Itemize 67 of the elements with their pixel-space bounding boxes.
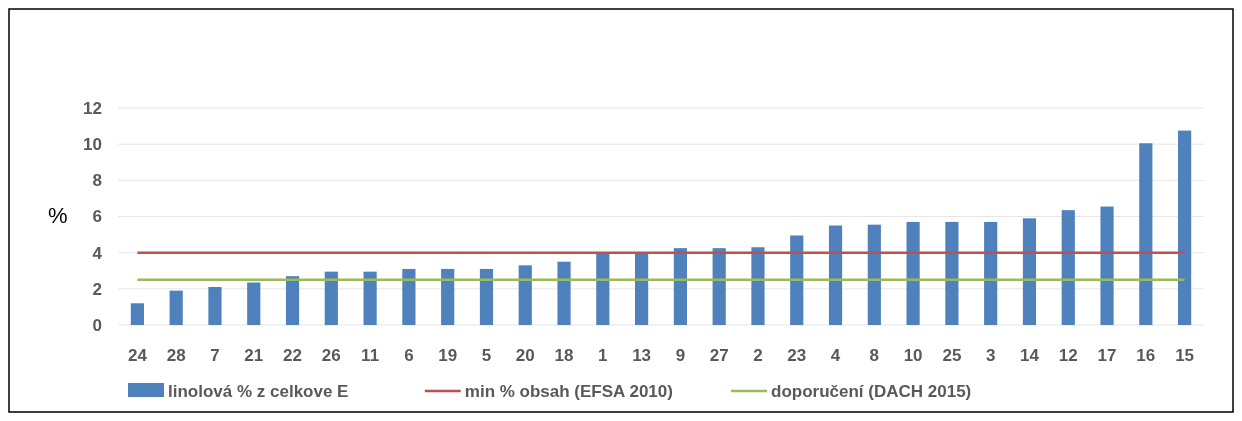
- x-tick-label: 6: [404, 346, 414, 365]
- bar: [1022, 218, 1037, 325]
- bar: [1061, 210, 1075, 325]
- bar: [169, 290, 183, 325]
- bar: [1100, 206, 1114, 325]
- x-tick-label: 2: [753, 346, 763, 365]
- x-tick-label: 11: [361, 346, 380, 365]
- bar: [751, 247, 765, 325]
- x-tick-label: 7: [210, 346, 220, 365]
- y-tick-label: 6: [92, 207, 102, 227]
- x-tick-label: 21: [244, 346, 264, 365]
- y-tick-label: 10: [83, 135, 102, 155]
- x-tick-label: 17: [1097, 346, 1117, 365]
- bar: [945, 221, 959, 325]
- legend-label: min % obsah (EFSA 2010): [464, 381, 673, 401]
- y-tick-label: 0: [92, 315, 102, 335]
- bar: [828, 225, 843, 325]
- bar: [479, 268, 494, 325]
- x-tick-label: 12: [1058, 346, 1078, 365]
- bar: [596, 252, 610, 325]
- bar: [790, 235, 804, 325]
- x-tick-label: 1: [598, 346, 608, 365]
- legend-label: linolová % z celkove E: [168, 381, 349, 401]
- bar: [130, 303, 144, 325]
- x-tick-label: 14: [1020, 346, 1040, 365]
- x-tick-label: 4: [830, 346, 841, 365]
- bar: [402, 268, 416, 325]
- bar: [441, 268, 455, 325]
- bar: [1178, 130, 1192, 325]
- x-tick-label: 22: [283, 346, 302, 365]
- x-tick-label: 8: [869, 346, 880, 365]
- bar: [984, 221, 998, 325]
- x-tick-label: 3: [985, 346, 996, 365]
- bar: [324, 271, 338, 325]
- y-tick-label: 12: [83, 98, 102, 118]
- bar: [208, 287, 222, 325]
- y-tick-label: 4: [92, 243, 103, 263]
- x-tick-label: 9: [675, 346, 686, 365]
- x-tick-label: 23: [787, 346, 807, 365]
- x-tick-label: 26: [321, 346, 341, 365]
- y-tick-label: 2: [92, 279, 102, 299]
- x-tick-label: 19: [438, 346, 458, 365]
- x-tick-label: 10: [903, 346, 923, 365]
- x-tick-label: 18: [554, 346, 574, 365]
- x-tick-label: 16: [1136, 346, 1156, 365]
- bar: [906, 221, 920, 325]
- bar: [673, 248, 687, 325]
- x-tick-label: 20: [515, 346, 535, 365]
- bar: [557, 261, 571, 325]
- x-tick-label: 28: [166, 346, 186, 365]
- x-tick-label: 13: [632, 346, 652, 365]
- x-tick-label: 15: [1175, 346, 1195, 365]
- x-tick-label: 24: [127, 346, 148, 365]
- bar: [285, 276, 300, 325]
- y-axis-title: %: [48, 202, 68, 228]
- x-tick-label: 5: [481, 346, 492, 365]
- bar: [1139, 143, 1153, 325]
- bar: [247, 282, 261, 325]
- bar: [363, 271, 377, 325]
- bar: [867, 224, 881, 325]
- bar: [518, 265, 532, 325]
- y-tick-label: 8: [92, 171, 102, 191]
- x-tick-label: 25: [942, 346, 962, 365]
- bar: [635, 252, 649, 325]
- legend-label: doporučení (DACH 2015): [771, 381, 972, 401]
- x-tick-label: 27: [709, 346, 729, 365]
- bar: [712, 248, 726, 325]
